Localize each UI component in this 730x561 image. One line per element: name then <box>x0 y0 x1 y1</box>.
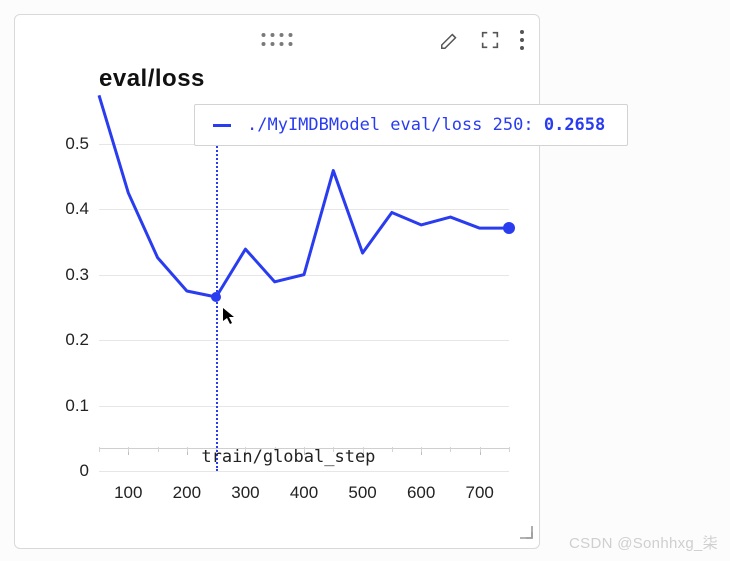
x-axis-title: train/global_step <box>201 447 375 467</box>
x-tick-label: 100 <box>114 483 142 503</box>
chart-title: eval/loss <box>99 65 205 93</box>
cursor-icon <box>222 307 240 325</box>
x-tick-label: 400 <box>290 483 318 503</box>
panel-toolbar <box>15 29 539 57</box>
series-end-point <box>503 222 515 234</box>
series-line <box>99 111 509 471</box>
y-tick-label: 0 <box>41 461 89 481</box>
drag-handle-icon[interactable] <box>262 33 293 46</box>
tooltip-text: ./MyIMDBModel eval/loss 250: 0.2658 <box>247 115 605 135</box>
series-swatch-icon <box>213 124 231 127</box>
hover-point <box>211 292 221 302</box>
y-tick-label: 0.3 <box>41 265 89 285</box>
y-tick-label: 0.4 <box>41 199 89 219</box>
chart-panel: eval/loss 0 0.1 0.2 0.3 0.4 0.5 train/global_… <box>14 14 540 549</box>
gridline-h <box>99 471 509 472</box>
y-tick-label: 0.1 <box>41 396 89 416</box>
hover-guideline <box>216 111 218 471</box>
more-menu-icon[interactable] <box>519 29 525 51</box>
watermark: CSDN @Sonhhxg_柒 <box>569 532 718 553</box>
x-tick-label: 200 <box>173 483 201 503</box>
y-tick-label: 0.2 <box>41 330 89 350</box>
y-tick-label: 0.5 <box>41 134 89 154</box>
chart-inner <box>99 111 509 471</box>
plot-area: 0 0.1 0.2 0.3 0.4 0.5 train/global_step 100 20… <box>41 111 519 521</box>
x-tick-label: 300 <box>231 483 259 503</box>
resize-handle-icon[interactable] <box>519 525 533 544</box>
x-tick-label: 700 <box>466 483 494 503</box>
edit-icon[interactable] <box>439 29 461 51</box>
x-tick-label: 600 <box>407 483 435 503</box>
x-tick-label: 500 <box>348 483 376 503</box>
hover-tooltip: ./MyIMDBModel eval/loss 250: 0.2658 <box>194 104 628 146</box>
x-minor-tick <box>509 447 510 452</box>
fullscreen-icon[interactable] <box>479 29 501 51</box>
